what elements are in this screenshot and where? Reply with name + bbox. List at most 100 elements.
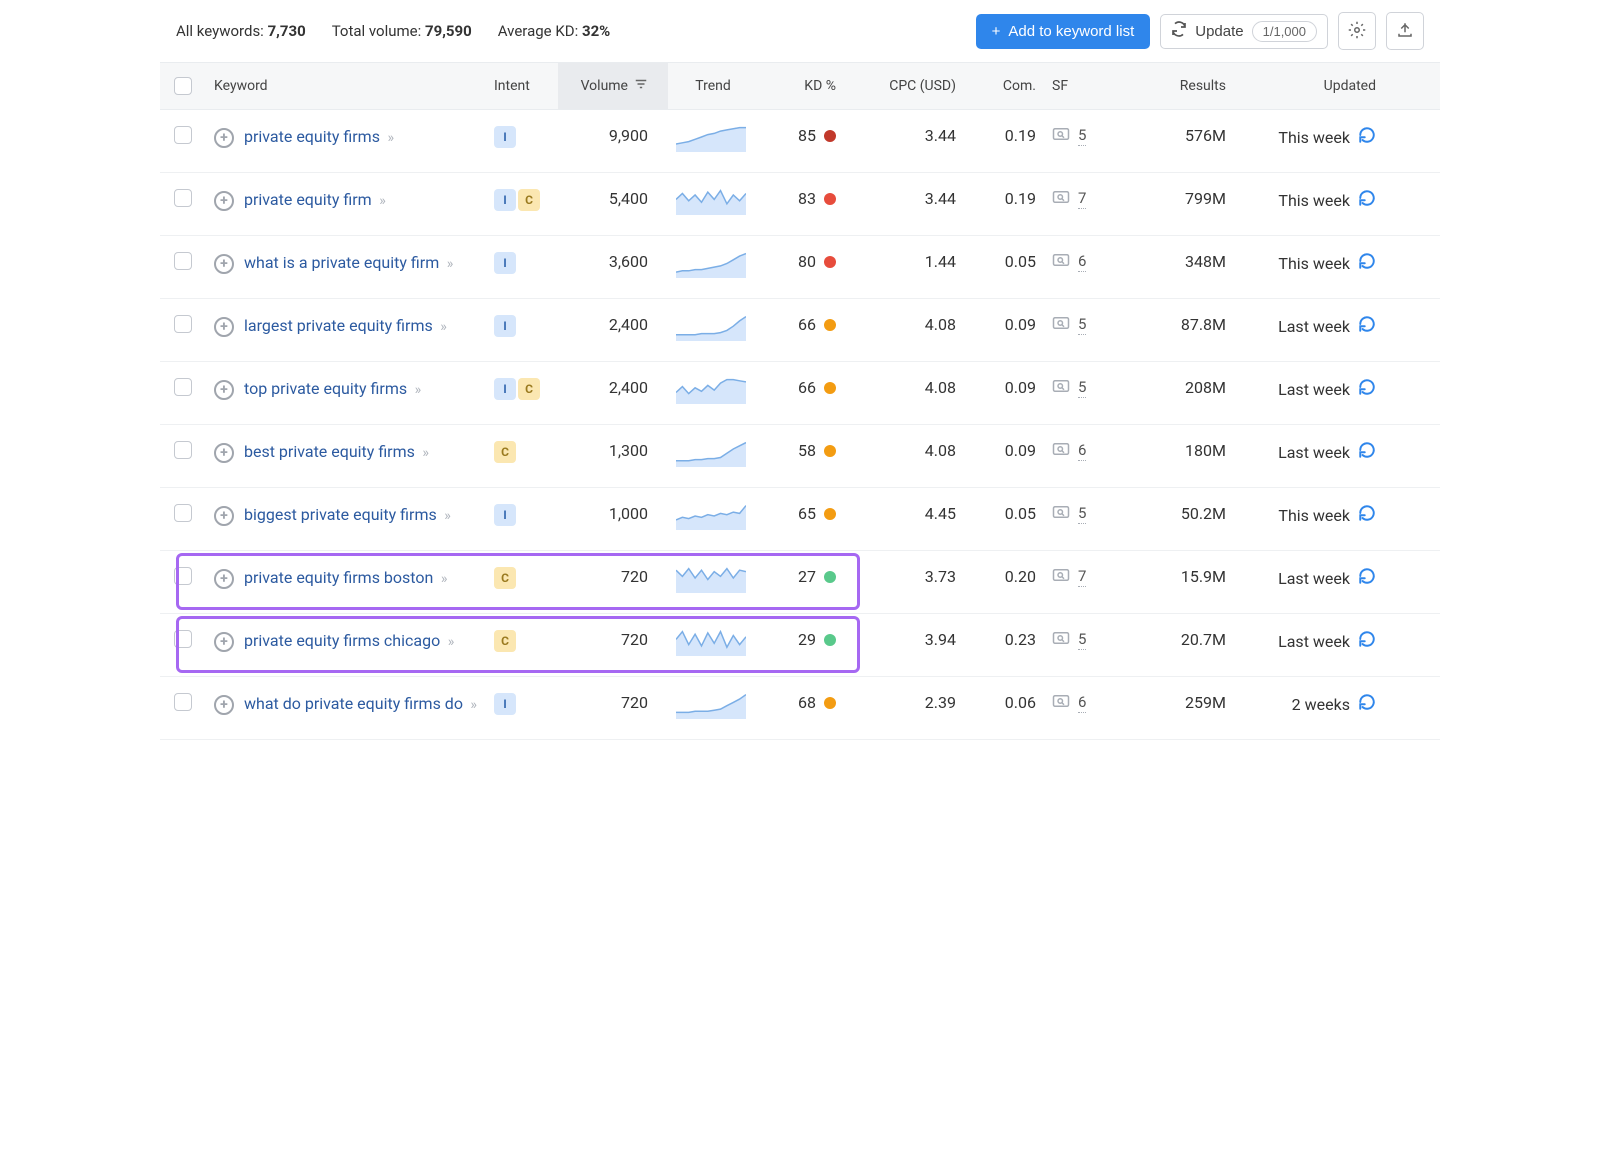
expand-icon[interactable]: +	[214, 191, 234, 211]
row-checkbox[interactable]	[174, 315, 192, 333]
serp-features-icon[interactable]	[1052, 378, 1070, 398]
column-cpc[interactable]: CPC (USD)	[844, 64, 964, 108]
column-keyword[interactable]: Keyword	[206, 64, 486, 108]
chevrons-icon: »	[447, 256, 454, 272]
expand-icon[interactable]: +	[214, 506, 234, 526]
com-value: 0.06	[1005, 693, 1036, 712]
serp-features-icon[interactable]	[1052, 252, 1070, 272]
keyword-link[interactable]: private equity firms boston	[244, 568, 433, 587]
expand-icon[interactable]: +	[214, 380, 234, 400]
keyword-link[interactable]: private equity firms chicago	[244, 631, 440, 650]
updated-value: Last week	[1278, 443, 1350, 462]
serp-features-icon[interactable]	[1052, 630, 1070, 650]
cpc-value: 4.08	[925, 441, 956, 460]
keyword-link[interactable]: top private equity firms	[244, 379, 407, 398]
export-button[interactable]	[1386, 12, 1424, 50]
refresh-row-icon[interactable]	[1358, 504, 1376, 527]
sf-value[interactable]: 5	[1078, 630, 1086, 650]
table-row: + private equity firms boston » C 720 27…	[160, 551, 1440, 614]
serp-features-icon[interactable]	[1052, 504, 1070, 524]
chevrons-icon: »	[470, 697, 477, 713]
sf-value[interactable]: 5	[1078, 126, 1086, 146]
column-sf[interactable]: SF	[1044, 64, 1134, 108]
refresh-row-icon[interactable]	[1358, 189, 1376, 212]
column-results[interactable]: Results	[1134, 64, 1234, 108]
table-row: + private equity firms chicago » C 720 2…	[160, 614, 1440, 677]
row-checkbox[interactable]	[174, 504, 192, 522]
com-value: 0.20	[1005, 567, 1036, 586]
sf-value[interactable]: 5	[1078, 378, 1086, 398]
select-all-checkbox[interactable]	[174, 77, 192, 95]
serp-features-icon[interactable]	[1052, 441, 1070, 461]
keyword-link[interactable]: biggest private equity firms	[244, 505, 437, 524]
chevrons-icon: »	[379, 193, 386, 209]
expand-icon[interactable]: +	[214, 443, 234, 463]
keyword-link[interactable]: what do private equity firms do	[244, 694, 463, 713]
expand-icon[interactable]: +	[214, 317, 234, 337]
updated-value: This week	[1278, 128, 1350, 147]
stat-all-keywords: All keywords: 7,730	[176, 22, 306, 40]
refresh-row-icon[interactable]	[1358, 693, 1376, 716]
refresh-row-icon[interactable]	[1358, 630, 1376, 653]
row-checkbox[interactable]	[174, 252, 192, 270]
kd-value: 85	[798, 126, 816, 145]
intent-badge-c: C	[494, 441, 516, 463]
row-checkbox[interactable]	[174, 693, 192, 711]
refresh-row-icon[interactable]	[1358, 252, 1376, 275]
row-checkbox[interactable]	[174, 189, 192, 207]
keyword-link[interactable]: private equity firms	[244, 127, 380, 146]
stat-total-volume: Total volume: 79,590	[332, 22, 472, 40]
column-intent[interactable]: Intent	[486, 64, 558, 108]
expand-icon[interactable]: +	[214, 128, 234, 148]
column-trend[interactable]: Trend	[668, 64, 758, 108]
refresh-row-icon[interactable]	[1358, 567, 1376, 590]
cpc-value: 3.44	[925, 189, 956, 208]
trend-sparkline	[668, 630, 758, 660]
expand-icon[interactable]: +	[214, 569, 234, 589]
keyword-link[interactable]: best private equity firms	[244, 442, 415, 461]
sort-icon	[634, 77, 648, 95]
refresh-row-icon[interactable]	[1358, 126, 1376, 149]
column-volume[interactable]: Volume	[558, 63, 668, 109]
keyword-link[interactable]: what is a private equity firm	[244, 253, 439, 272]
expand-icon[interactable]: +	[214, 632, 234, 652]
chevrons-icon: »	[441, 571, 448, 587]
add-to-keyword-list-button[interactable]: + Add to keyword list	[976, 14, 1151, 49]
keyword-link[interactable]: private equity firm	[244, 190, 372, 209]
sf-value[interactable]: 5	[1078, 315, 1086, 335]
expand-icon[interactable]: +	[214, 695, 234, 715]
sf-value[interactable]: 6	[1078, 693, 1086, 713]
refresh-row-icon[interactable]	[1358, 441, 1376, 464]
serp-features-icon[interactable]	[1052, 693, 1070, 713]
keyword-link[interactable]: largest private equity firms	[244, 316, 433, 335]
refresh-row-icon[interactable]	[1358, 378, 1376, 401]
sf-value[interactable]: 6	[1078, 252, 1086, 272]
expand-icon[interactable]: +	[214, 254, 234, 274]
row-checkbox[interactable]	[174, 126, 192, 144]
kd-indicator-dot	[824, 382, 836, 394]
row-checkbox[interactable]	[174, 378, 192, 396]
refresh-row-icon[interactable]	[1358, 315, 1376, 338]
sf-value[interactable]: 7	[1078, 189, 1086, 209]
results-value: 87.8M	[1181, 315, 1226, 334]
column-updated[interactable]: Updated	[1234, 64, 1384, 108]
kd-indicator-dot	[824, 130, 836, 142]
kd-indicator-dot	[824, 445, 836, 457]
sf-value[interactable]: 7	[1078, 567, 1086, 587]
row-checkbox[interactable]	[174, 630, 192, 648]
row-checkbox[interactable]	[174, 567, 192, 585]
serp-features-icon[interactable]	[1052, 315, 1070, 335]
serp-features-icon[interactable]	[1052, 189, 1070, 209]
sf-value[interactable]: 5	[1078, 504, 1086, 524]
intent-badge-c: C	[518, 189, 540, 211]
serp-features-icon[interactable]	[1052, 126, 1070, 146]
column-kd[interactable]: KD %	[758, 64, 844, 108]
column-com[interactable]: Com.	[964, 64, 1044, 108]
update-button[interactable]: Update 1/1,000	[1160, 14, 1328, 49]
settings-button[interactable]	[1338, 12, 1376, 50]
sf-value[interactable]: 6	[1078, 441, 1086, 461]
serp-features-icon[interactable]	[1052, 567, 1070, 587]
volume-value: 1,000	[609, 504, 648, 523]
row-checkbox[interactable]	[174, 441, 192, 459]
cpc-value: 3.44	[925, 126, 956, 145]
